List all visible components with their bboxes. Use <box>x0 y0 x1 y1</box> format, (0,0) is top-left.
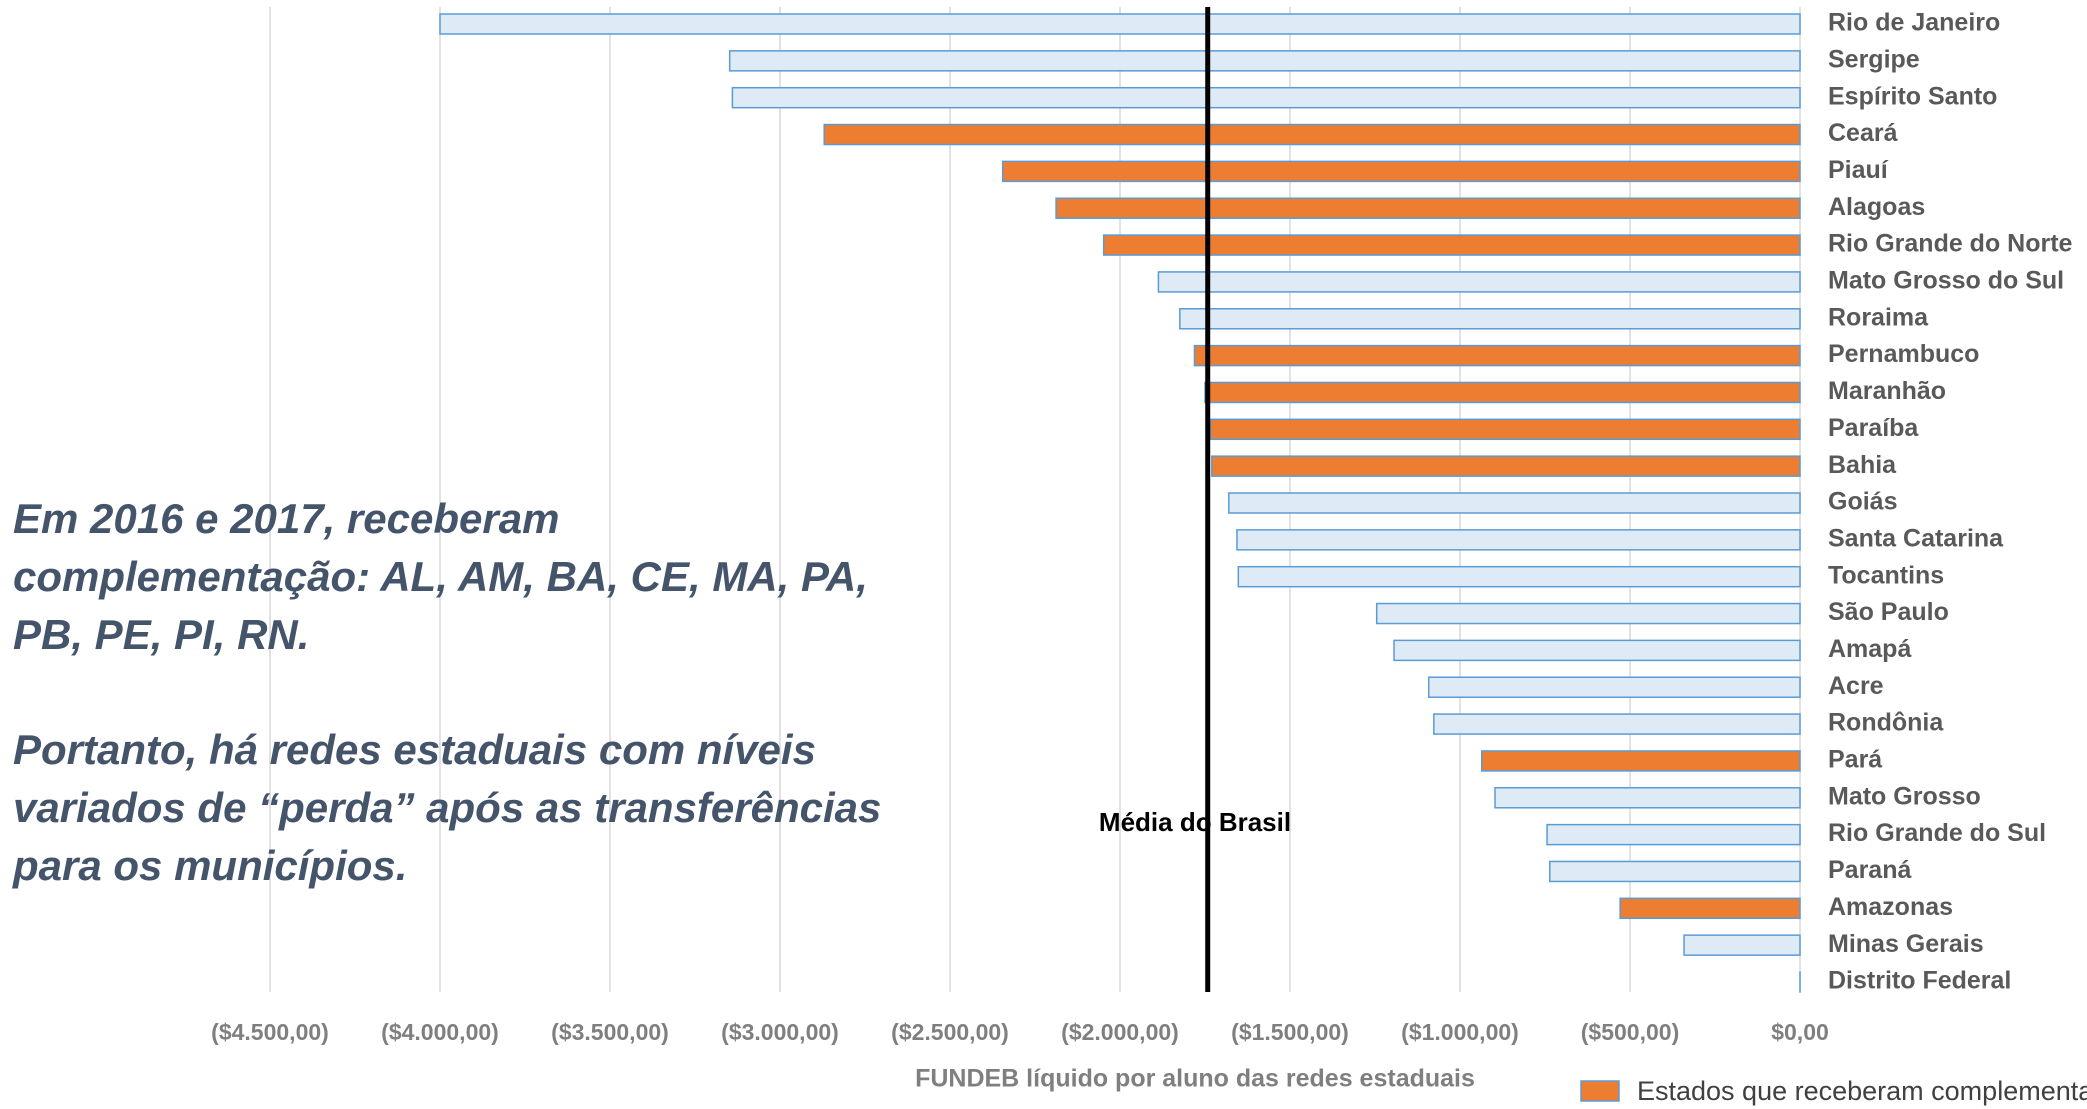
category-label: Sergipe <box>1828 45 1920 73</box>
x-tick-label: ($4.500,00) <box>211 1019 329 1045</box>
category-label: Paraíba <box>1828 414 1919 442</box>
bar <box>1683 934 1801 956</box>
bar <box>1433 713 1801 735</box>
category-label: Maranhão <box>1828 377 1946 405</box>
bar <box>439 13 1801 35</box>
category-label: Rio Grande do Norte <box>1828 230 2073 258</box>
category-label: Pernambuco <box>1828 340 1979 368</box>
annotation: para os municípios. <box>12 842 407 889</box>
annotation: complementação: AL, AM, BA, CE, MA, PA, <box>13 553 868 600</box>
x-tick-label: ($3.500,00) <box>551 1019 669 1045</box>
category-label: Espírito Santo <box>1828 82 1997 110</box>
bar <box>1102 234 1801 256</box>
category-label: Ceará <box>1828 119 1898 147</box>
bar <box>1481 750 1801 772</box>
category-label: Tocantins <box>1828 561 1944 589</box>
bar <box>1375 602 1801 625</box>
bar <box>823 123 1801 146</box>
category-label: Mato Grosso do Sul <box>1828 267 2064 295</box>
category-label: Rondônia <box>1828 709 1944 737</box>
legend-swatch <box>1580 1080 1620 1102</box>
bar <box>728 50 1801 72</box>
category-label: Bahia <box>1828 451 1897 479</box>
bar <box>1179 308 1801 330</box>
reference-label: Média do Brasil <box>1099 807 1291 837</box>
category-label: Santa Catarina <box>1828 524 2004 552</box>
category-label: São Paulo <box>1828 598 1949 626</box>
annotation: Em 2016 e 2017, receberam <box>13 495 559 542</box>
bar <box>1209 418 1801 441</box>
annotation: PB, PE, PI, RN. <box>13 611 309 658</box>
category-label: Paraná <box>1828 856 1911 884</box>
annotation: Portanto, há redes estaduais com níveis <box>13 726 816 773</box>
category-label: Pará <box>1828 746 1882 774</box>
bar <box>1204 381 1801 404</box>
bar <box>1157 271 1801 293</box>
category-label: Amapá <box>1828 635 1911 663</box>
category-label: Alagoas <box>1828 193 1925 221</box>
bar <box>1393 639 1801 662</box>
bar <box>1193 344 1801 367</box>
category-label: Distrito Federal <box>1828 967 2011 995</box>
bar <box>1001 160 1801 183</box>
bar <box>1427 676 1801 698</box>
x-axis-title: FUNDEB líquido por aluno das redes estad… <box>915 1065 1475 1093</box>
bar <box>1055 197 1801 219</box>
bar <box>1237 565 1801 588</box>
bar <box>1228 492 1801 514</box>
x-tick-label: ($2.000,00) <box>1061 1019 1179 1045</box>
x-tick-label: $0,00 <box>1771 1019 1829 1045</box>
bar <box>1494 787 1801 809</box>
bar <box>1211 455 1801 477</box>
category-label: Roraima <box>1828 303 1929 331</box>
category-label: Acre <box>1828 672 1884 700</box>
x-tick-label: ($2.500,00) <box>891 1019 1009 1045</box>
category-label: Piauí <box>1828 156 1889 184</box>
category-label: Mato Grosso <box>1828 782 1981 810</box>
category-label: Minas Gerais <box>1828 930 1984 958</box>
bar <box>1549 860 1801 883</box>
category-label: Rio Grande do Sul <box>1828 819 2046 847</box>
category-label: Rio de Janeiro <box>1828 9 2000 37</box>
bar <box>1546 823 1801 846</box>
x-tick-label: ($4.000,00) <box>381 1019 499 1045</box>
bar <box>1236 529 1801 551</box>
x-tick-label: ($1.000,00) <box>1401 1019 1519 1045</box>
bar <box>1619 897 1801 920</box>
x-tick-label: ($1.500,00) <box>1231 1019 1349 1045</box>
category-label: Amazonas <box>1828 893 1953 921</box>
legend-label: Estados que receberam complementação <box>1637 1076 2087 1106</box>
category-label: Goiás <box>1828 488 1897 516</box>
x-tick-label: ($3.000,00) <box>721 1019 839 1045</box>
x-tick-label: ($500,00) <box>1581 1019 1679 1045</box>
bar <box>731 86 1801 109</box>
annotation: variados de “perda” após as transferênci… <box>13 784 881 831</box>
